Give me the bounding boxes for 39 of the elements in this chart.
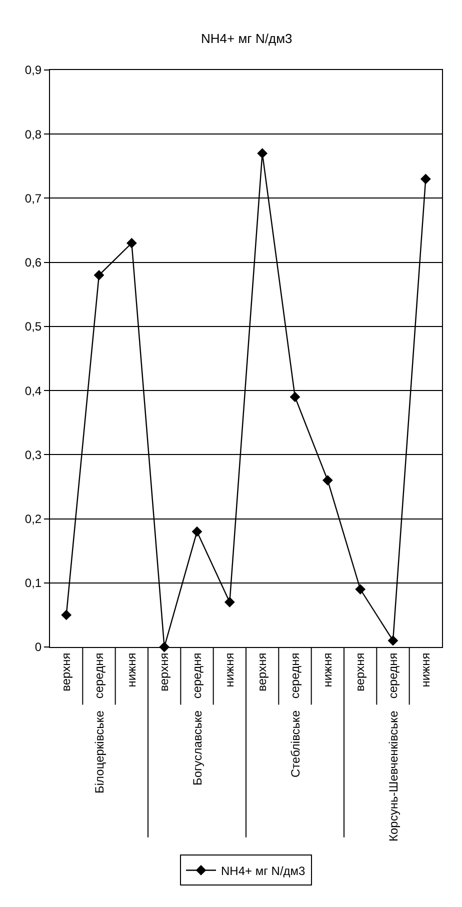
point bbox=[420, 174, 431, 184]
point bbox=[290, 392, 300, 402]
point bbox=[257, 148, 268, 159]
point bbox=[126, 238, 137, 248]
x-tick-label: нижня bbox=[124, 652, 139, 688]
x-tick-label: середня bbox=[288, 652, 302, 699]
text: Стеблівське bbox=[288, 710, 302, 778]
y-tick-label: 0,6 bbox=[24, 256, 42, 270]
y-tick-label: 0,7 bbox=[24, 191, 42, 206]
point bbox=[224, 596, 235, 608]
legend-label: NH4+ мг N/дм3 bbox=[221, 864, 306, 878]
x-tick-label: нижня bbox=[222, 652, 237, 688]
text: Білоцерківське bbox=[92, 710, 106, 794]
x-tick-label: нижня bbox=[320, 652, 335, 688]
text: Корсунь-Шевченківське bbox=[386, 710, 400, 842]
point bbox=[388, 635, 398, 646]
point bbox=[322, 475, 333, 486]
chart-title: NH4+ мг N/дм3 bbox=[201, 31, 292, 46]
y-tick-label: 0 bbox=[34, 640, 42, 654]
x-tick-label: верхня bbox=[157, 652, 172, 692]
y-tick-label: 0,5 bbox=[24, 320, 42, 334]
x-tick-label: середня bbox=[386, 652, 400, 699]
point bbox=[94, 270, 104, 280]
x-tick-label: верхня bbox=[59, 652, 74, 692]
y-tick-label: 0,3 bbox=[24, 448, 42, 462]
y-tick-label: 0,1 bbox=[24, 576, 42, 590]
x-tick-label: нижня bbox=[418, 652, 433, 688]
x-tick-label: верхня bbox=[255, 652, 270, 692]
point bbox=[355, 584, 366, 594]
x-tick-label: середня bbox=[190, 652, 204, 699]
y-tick-label: 0,4 bbox=[24, 384, 42, 398]
y-tick-label: 0,9 bbox=[24, 63, 42, 78]
point bbox=[61, 610, 72, 620]
point bbox=[192, 526, 202, 537]
y-tick-label: 0,8 bbox=[24, 127, 42, 142]
text: Богуславське bbox=[190, 710, 204, 786]
x-tick-label: середня bbox=[92, 652, 106, 699]
y-tick-label: 0,2 bbox=[24, 512, 42, 526]
x-tick-label: верхня bbox=[353, 652, 368, 692]
